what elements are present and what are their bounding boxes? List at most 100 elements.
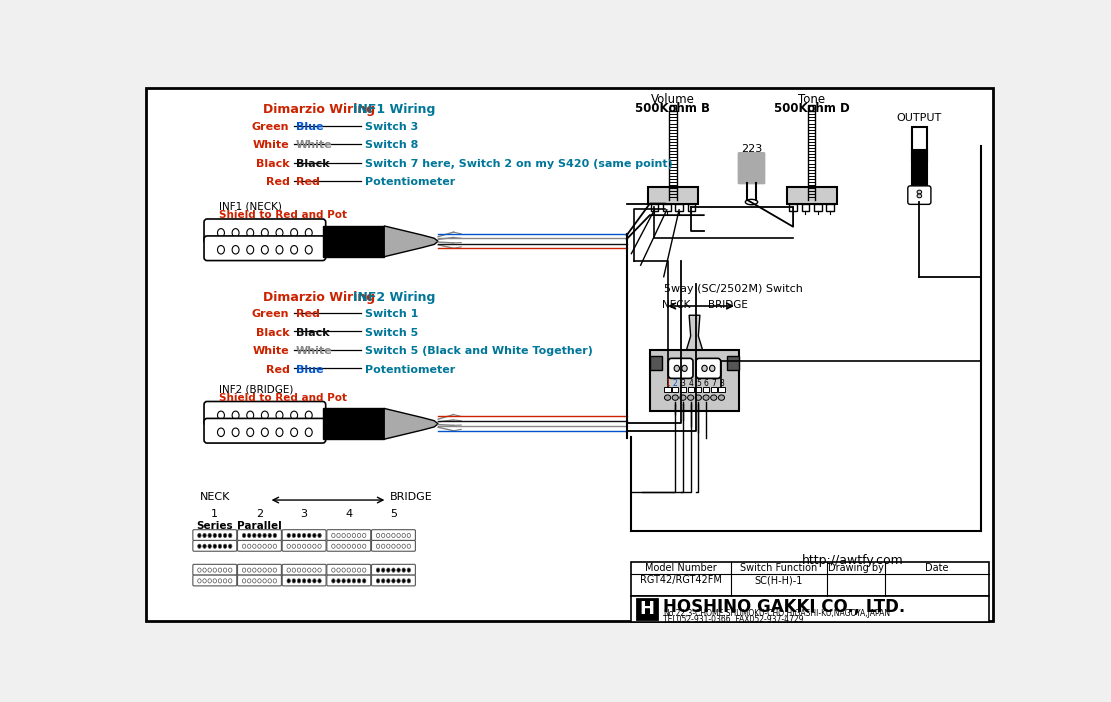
Bar bbox=[663, 204, 671, 211]
Ellipse shape bbox=[203, 534, 207, 538]
Ellipse shape bbox=[229, 578, 232, 583]
Ellipse shape bbox=[337, 578, 340, 583]
Bar bbox=[322, 409, 384, 439]
Ellipse shape bbox=[407, 534, 411, 538]
Text: Switch Function: Switch Function bbox=[740, 563, 817, 573]
Bar bbox=[787, 187, 837, 204]
Ellipse shape bbox=[917, 194, 922, 198]
Ellipse shape bbox=[397, 544, 400, 548]
Ellipse shape bbox=[248, 534, 251, 538]
Ellipse shape bbox=[397, 534, 400, 538]
Text: 1: 1 bbox=[211, 509, 218, 519]
Ellipse shape bbox=[318, 568, 321, 572]
Polygon shape bbox=[685, 315, 703, 354]
Ellipse shape bbox=[682, 365, 688, 371]
Ellipse shape bbox=[223, 578, 227, 583]
Ellipse shape bbox=[397, 568, 400, 572]
Ellipse shape bbox=[318, 544, 321, 548]
Ellipse shape bbox=[337, 544, 340, 548]
FancyBboxPatch shape bbox=[282, 564, 326, 575]
Ellipse shape bbox=[287, 578, 290, 583]
Ellipse shape bbox=[287, 544, 290, 548]
Ellipse shape bbox=[242, 534, 246, 538]
Ellipse shape bbox=[332, 544, 336, 548]
Ellipse shape bbox=[252, 544, 256, 548]
Ellipse shape bbox=[261, 229, 269, 237]
Ellipse shape bbox=[203, 578, 207, 583]
Ellipse shape bbox=[252, 534, 256, 538]
Text: 5: 5 bbox=[390, 509, 397, 519]
Text: 1: 1 bbox=[665, 379, 670, 388]
Ellipse shape bbox=[392, 578, 396, 583]
Ellipse shape bbox=[247, 411, 253, 420]
Ellipse shape bbox=[273, 544, 277, 548]
Ellipse shape bbox=[397, 578, 400, 583]
Ellipse shape bbox=[337, 534, 340, 538]
Ellipse shape bbox=[198, 578, 201, 583]
Ellipse shape bbox=[276, 411, 283, 420]
Ellipse shape bbox=[308, 578, 311, 583]
Ellipse shape bbox=[232, 246, 239, 254]
Bar bbox=[727, 356, 739, 370]
Text: Potentiometer: Potentiometer bbox=[364, 178, 456, 187]
FancyBboxPatch shape bbox=[327, 575, 371, 586]
FancyBboxPatch shape bbox=[371, 541, 416, 551]
FancyBboxPatch shape bbox=[204, 219, 326, 244]
Ellipse shape bbox=[308, 568, 311, 572]
Ellipse shape bbox=[387, 534, 390, 538]
FancyBboxPatch shape bbox=[282, 575, 326, 586]
FancyBboxPatch shape bbox=[327, 530, 371, 541]
Ellipse shape bbox=[377, 578, 380, 583]
Ellipse shape bbox=[276, 428, 283, 437]
Ellipse shape bbox=[672, 395, 679, 400]
Text: 5: 5 bbox=[695, 379, 701, 388]
Ellipse shape bbox=[232, 428, 239, 437]
Ellipse shape bbox=[287, 568, 290, 572]
Ellipse shape bbox=[347, 544, 350, 548]
Ellipse shape bbox=[218, 534, 222, 538]
Ellipse shape bbox=[664, 395, 671, 400]
Ellipse shape bbox=[308, 544, 311, 548]
Ellipse shape bbox=[362, 568, 366, 572]
Ellipse shape bbox=[312, 578, 317, 583]
Text: White: White bbox=[296, 140, 332, 150]
Ellipse shape bbox=[337, 568, 340, 572]
Text: Red: Red bbox=[266, 178, 290, 187]
Ellipse shape bbox=[268, 544, 271, 548]
Text: White: White bbox=[296, 346, 332, 356]
Ellipse shape bbox=[208, 578, 211, 583]
Ellipse shape bbox=[268, 534, 271, 538]
Text: 3: 3 bbox=[681, 379, 685, 388]
Ellipse shape bbox=[247, 229, 253, 237]
Text: Black: Black bbox=[296, 328, 329, 338]
Bar bbox=[809, 105, 814, 111]
Ellipse shape bbox=[362, 544, 366, 548]
Text: 500Kohm D: 500Kohm D bbox=[773, 102, 850, 115]
Ellipse shape bbox=[402, 544, 406, 548]
Ellipse shape bbox=[377, 544, 380, 548]
Ellipse shape bbox=[702, 365, 708, 371]
FancyBboxPatch shape bbox=[238, 575, 281, 586]
Ellipse shape bbox=[342, 578, 346, 583]
FancyBboxPatch shape bbox=[371, 564, 416, 575]
Polygon shape bbox=[384, 409, 438, 439]
Bar bbox=[675, 204, 683, 211]
Text: Switch 5 (Black and White Together): Switch 5 (Black and White Together) bbox=[364, 346, 593, 356]
Bar bbox=[719, 387, 724, 392]
Ellipse shape bbox=[252, 578, 256, 583]
Ellipse shape bbox=[917, 190, 922, 194]
Ellipse shape bbox=[302, 534, 306, 538]
Text: SC(H-H)-1: SC(H-H)-1 bbox=[754, 576, 802, 585]
FancyBboxPatch shape bbox=[204, 402, 326, 426]
Ellipse shape bbox=[273, 568, 277, 572]
Ellipse shape bbox=[203, 568, 207, 572]
Text: INF1 Wiring: INF1 Wiring bbox=[353, 103, 436, 117]
Ellipse shape bbox=[198, 544, 201, 548]
Ellipse shape bbox=[218, 428, 224, 437]
Ellipse shape bbox=[242, 544, 246, 548]
Ellipse shape bbox=[402, 578, 406, 583]
Text: HOSHINO GAKKI CO., LTD.: HOSHINO GAKKI CO., LTD. bbox=[663, 598, 905, 616]
Text: Tone: Tone bbox=[798, 93, 825, 107]
Ellipse shape bbox=[292, 544, 296, 548]
Bar bbox=[789, 204, 797, 211]
